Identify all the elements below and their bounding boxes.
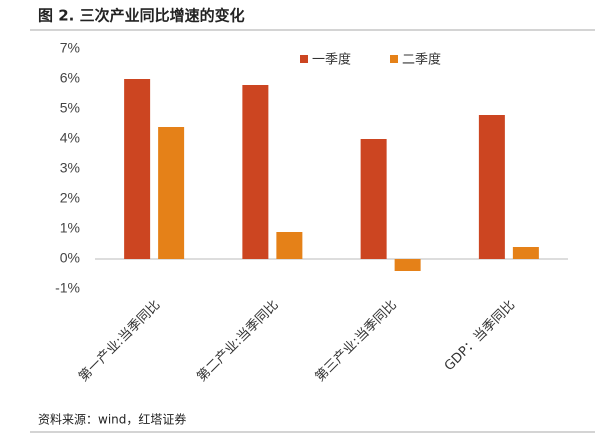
bar bbox=[360, 139, 387, 259]
legend-swatch bbox=[300, 55, 308, 63]
y-tick-label: 2% bbox=[60, 190, 80, 206]
y-tick-label: 7% bbox=[60, 40, 80, 56]
y-tick-label: -1% bbox=[55, 280, 80, 296]
y-tick-label: 4% bbox=[60, 130, 80, 146]
legend-swatch bbox=[390, 55, 398, 63]
y-tick-label: 3% bbox=[60, 160, 80, 176]
x-tick-label: GDP：当季同比 bbox=[442, 298, 518, 374]
y-tick-label: 1% bbox=[60, 220, 80, 236]
source-note: 资料来源：wind，红塔证券 bbox=[38, 412, 186, 427]
legend-label: 二季度 bbox=[402, 52, 441, 68]
bar bbox=[276, 232, 303, 259]
chart-title: 图 2. 三次产业同比增速的变化 bbox=[38, 7, 245, 25]
y-tick-label: 0% bbox=[60, 250, 80, 266]
bar bbox=[478, 115, 505, 259]
bar bbox=[124, 79, 151, 259]
x-tick-label: 第二产业:当季同比 bbox=[194, 298, 281, 385]
bar bbox=[512, 247, 539, 259]
x-tick-label: 第一产业:当季同比 bbox=[76, 298, 163, 385]
bar bbox=[158, 127, 185, 259]
bar bbox=[242, 85, 269, 259]
legend-label: 一季度 bbox=[312, 52, 351, 68]
bar bbox=[394, 259, 421, 271]
y-tick-label: 5% bbox=[60, 100, 80, 116]
y-tick-label: 6% bbox=[60, 70, 80, 86]
x-tick-label: 第三产业:当季同比 bbox=[313, 298, 400, 385]
